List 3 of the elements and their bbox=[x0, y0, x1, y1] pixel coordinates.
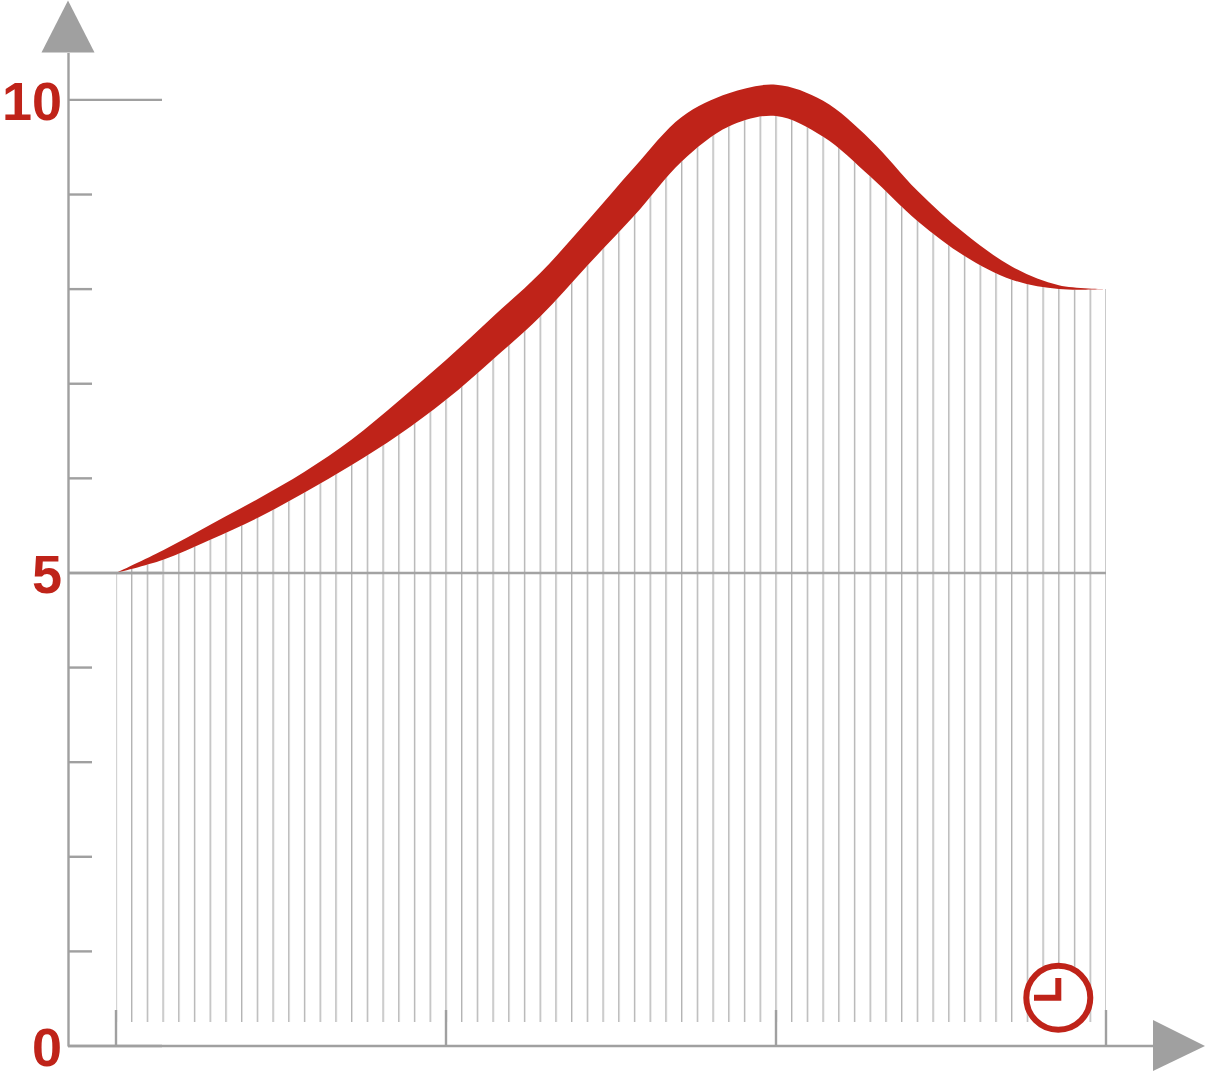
y-tick-label: 5 bbox=[31, 543, 62, 604]
y-tick-label: 10 bbox=[1, 70, 62, 131]
y-tick-label: 0 bbox=[31, 1016, 62, 1072]
